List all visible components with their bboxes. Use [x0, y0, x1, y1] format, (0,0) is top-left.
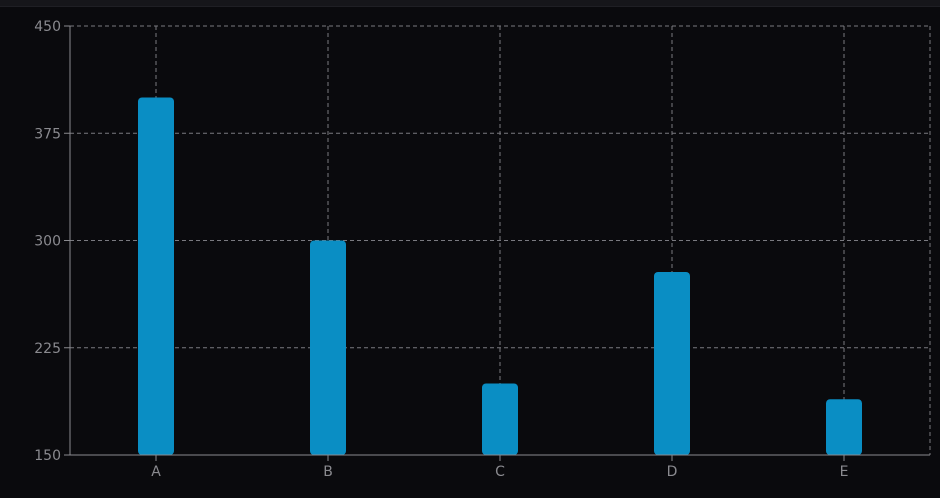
y-tick-label: 300: [34, 234, 61, 250]
y-tick-label: 150: [34, 448, 61, 464]
y-tick-labels: 150 225 300 375 450: [34, 19, 61, 464]
x-tick-labels: A B C D E: [151, 464, 848, 480]
y-tick-label: 450: [34, 19, 61, 35]
x-tick-label: B: [323, 464, 333, 480]
x-tick-label: A: [151, 464, 161, 480]
bar-c: [482, 383, 518, 455]
top-divider: [0, 0, 940, 7]
y-tick-label: 375: [34, 126, 61, 142]
bars: [138, 97, 862, 455]
bar-e: [826, 399, 862, 455]
bar-d: [654, 271, 690, 455]
bar-b: [310, 240, 346, 455]
y-tick-label: 225: [34, 341, 61, 357]
x-tick-label: E: [840, 464, 849, 480]
axes: [64, 25, 930, 461]
x-tick-label: D: [667, 464, 678, 480]
x-tick-label: C: [495, 464, 505, 480]
bar-a: [138, 97, 174, 455]
